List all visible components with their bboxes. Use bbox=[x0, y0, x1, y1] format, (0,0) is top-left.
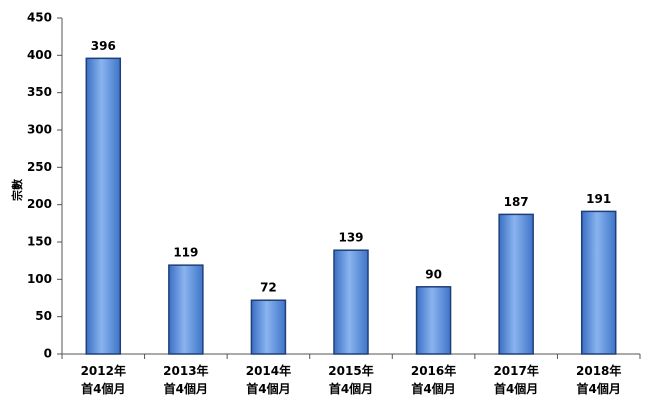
y-tick-label: 0 bbox=[44, 347, 52, 361]
bar bbox=[498, 213, 534, 355]
y-tick-label: 100 bbox=[27, 272, 52, 286]
data-label: 119 bbox=[173, 246, 198, 260]
data-label: 139 bbox=[338, 231, 363, 245]
bar bbox=[415, 286, 452, 355]
data-label: 191 bbox=[586, 192, 611, 206]
data-label: 72 bbox=[260, 281, 277, 295]
y-axis-title: 宗數 bbox=[10, 179, 24, 201]
x-tick-label: 2012年首4個月 bbox=[81, 363, 126, 396]
data-label: 396 bbox=[91, 39, 116, 53]
y-tick-label: 250 bbox=[27, 160, 52, 174]
y-tick-label: 150 bbox=[27, 235, 52, 249]
y-tick-label: 200 bbox=[27, 197, 52, 211]
y-tick-label: 50 bbox=[35, 309, 52, 323]
data-label: 187 bbox=[504, 195, 529, 209]
x-tick-label: 2014年首4個月 bbox=[246, 363, 291, 396]
x-tick-label: 2017年首4個月 bbox=[493, 363, 538, 396]
y-tick-label: 400 bbox=[27, 48, 52, 62]
y-tick-label: 300 bbox=[27, 123, 52, 137]
data-label: 90 bbox=[425, 267, 442, 281]
y-tick-label: 350 bbox=[27, 85, 52, 99]
x-tick-label: 2018年首4個月 bbox=[576, 363, 621, 396]
bar bbox=[250, 299, 287, 355]
x-tick-label: 2015年首4個月 bbox=[328, 363, 373, 396]
bar bbox=[333, 249, 369, 355]
x-tick-label: 2016年首4個月 bbox=[411, 363, 456, 396]
x-tick-label: 2013年首4個月 bbox=[163, 363, 208, 396]
bar bbox=[85, 57, 122, 355]
y-tick-label: 450 bbox=[27, 11, 52, 25]
bar bbox=[580, 210, 617, 355]
bar bbox=[168, 264, 204, 355]
